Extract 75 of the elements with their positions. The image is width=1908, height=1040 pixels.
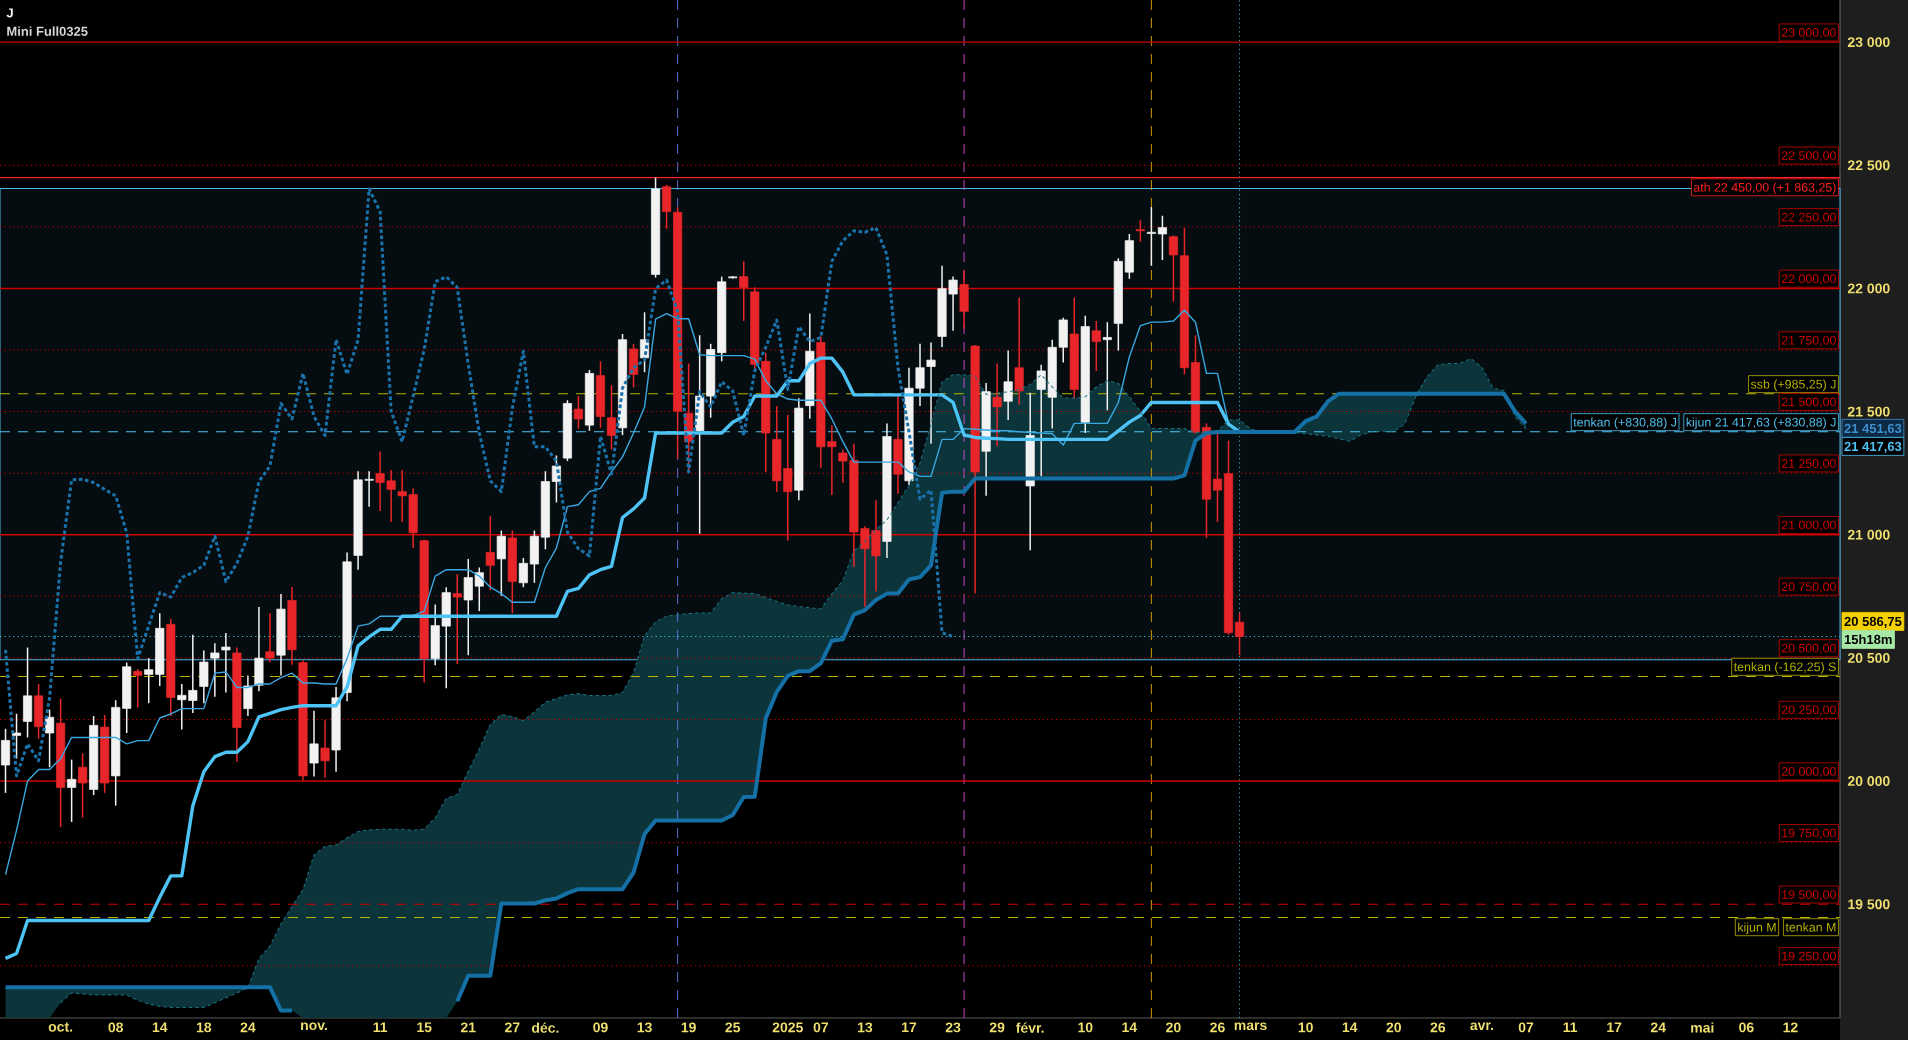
- x-tick-label: 06: [1739, 1022, 1754, 1033]
- ref-line-label: 21 000,00: [1781, 520, 1836, 531]
- ref-line-label: 20 750,00: [1781, 582, 1836, 593]
- x-tick-label: 14: [152, 1022, 168, 1033]
- x-tick-label: 24: [1650, 1022, 1666, 1033]
- x-tick-label: 29: [989, 1022, 1005, 1033]
- x-tick-label: 14: [1342, 1022, 1358, 1033]
- ref-line-label: 20 500,00: [1781, 643, 1836, 655]
- x-tick-label: 07: [1518, 1022, 1534, 1033]
- x-tick-label: 12: [1783, 1022, 1798, 1033]
- x-tick-label: 23: [945, 1022, 961, 1033]
- x-tick-label: mars: [1234, 1022, 1267, 1031]
- text: 21 417,63: [1844, 441, 1902, 453]
- y-tick-label: 21 500: [1847, 406, 1890, 417]
- x-tick-label: 11: [373, 1022, 388, 1033]
- ref-line-label: 23 000,00: [1781, 28, 1836, 39]
- x-tick-label: 10: [1298, 1022, 1313, 1033]
- x-tick-label: 20: [1386, 1022, 1401, 1033]
- x-tick-label: oct.: [48, 1022, 73, 1032]
- ref-line-label: ath 22 450,00 (+1 863,25): [1693, 182, 1836, 195]
- x-tick-label: mai: [1691, 1022, 1714, 1033]
- x-tick-label: 15: [417, 1022, 432, 1033]
- y-tick-label: 22 500: [1847, 160, 1890, 171]
- annotation: tenkan (+830,88) J: [1573, 417, 1677, 430]
- ref-line-label: 20 250,00: [1781, 705, 1836, 716]
- ref-line-label: ssb (+985,25) J: [1750, 379, 1836, 392]
- ref-line-label: 22 500,00: [1781, 151, 1836, 162]
- x-tick-label: déc.: [531, 1022, 559, 1033]
- y-tick-label: 23 000: [1847, 37, 1890, 48]
- x-tick-label: nov.: [301, 1022, 327, 1031]
- ref-line-label: 19 750,00: [1782, 828, 1836, 839]
- chart-title: J: [6, 8, 13, 18]
- x-tick-label: 19: [681, 1022, 696, 1033]
- x-tick-label: 17: [902, 1022, 917, 1033]
- y-tick-label: 22 000: [1847, 283, 1890, 294]
- y-tick-label: 20 500: [1847, 652, 1890, 663]
- x-tick-label: 09: [593, 1022, 608, 1033]
- x-tick-label: 26: [1430, 1022, 1446, 1033]
- text: 21 451,63: [1844, 423, 1902, 435]
- ref-line-label: 20 000,00: [1781, 766, 1836, 778]
- x-tick-label: févr.: [1016, 1022, 1044, 1033]
- x-tick-label: 20: [1166, 1022, 1181, 1033]
- y-tick-label: 19 500: [1848, 899, 1890, 910]
- x-tick-label: 25: [725, 1022, 741, 1033]
- ref-line-label: 21 500,00: [1781, 397, 1836, 408]
- x-tick-label: 07: [813, 1022, 828, 1033]
- ref-line-label: kijun 21 417,63 (+830,88) J: [1686, 417, 1836, 430]
- ref-line-label: 22 250,00: [1781, 212, 1836, 224]
- text: 15h18m: [1844, 634, 1892, 645]
- text: 20 586,75: [1844, 616, 1902, 628]
- x-tick-label: 08: [108, 1022, 124, 1033]
- y-tick-label: 20 000: [1847, 776, 1890, 786]
- annotation: kijun M: [1738, 922, 1776, 935]
- x-tick-label: avr.: [1470, 1022, 1494, 1031]
- x-tick-label: 2025: [772, 1022, 803, 1033]
- ref-line-label: 22 000,00: [1781, 274, 1836, 285]
- x-tick-label: 14: [1122, 1022, 1138, 1033]
- x-tick-label: 11: [1563, 1022, 1578, 1033]
- x-tick-label: 27: [505, 1022, 520, 1033]
- x-tick-label: 17: [1607, 1022, 1622, 1033]
- x-tick-label: 18: [196, 1022, 212, 1033]
- x-tick-label: 10: [1078, 1022, 1093, 1033]
- ref-line-label: tenkan M: [1785, 922, 1836, 932]
- ref-line-label: 21 250,00: [1781, 459, 1836, 470]
- ref-line-label: 19 500,00: [1782, 890, 1836, 901]
- ref-line-label: 19 250,00: [1782, 951, 1836, 962]
- x-tick-label: 21: [460, 1022, 476, 1033]
- x-tick-label: 13: [858, 1022, 873, 1033]
- ref-line-label: tenkan (-162,25) S: [1733, 662, 1836, 674]
- text: Mini Full0325: [7, 26, 88, 36]
- y-tick-label: 21 000: [1847, 529, 1890, 540]
- x-tick-label: 24: [240, 1022, 256, 1033]
- ref-line-label: 21 750,00: [1781, 335, 1836, 347]
- x-tick-label: 26: [1210, 1022, 1225, 1033]
- x-tick-label: 13: [637, 1022, 652, 1033]
